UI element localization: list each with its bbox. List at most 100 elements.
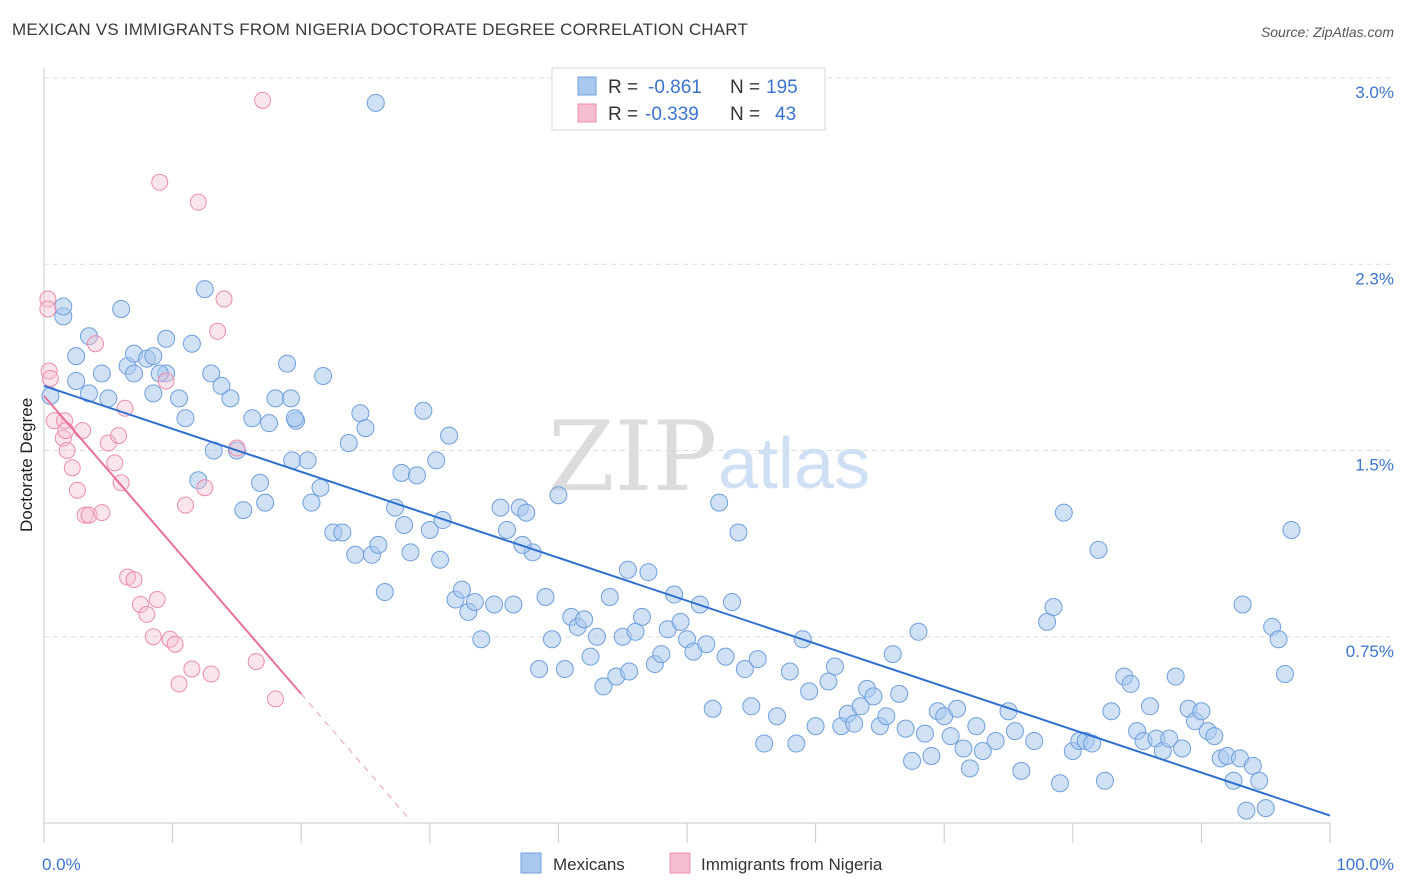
mexicans-point-75: [536, 588, 555, 607]
mexicans-point-16: [157, 329, 176, 348]
mexicans-point-88: [620, 662, 639, 681]
mexicans-point-58: [420, 520, 439, 539]
nigeria-point-18: [110, 427, 128, 445]
mexicans-point-138: [960, 759, 979, 778]
mexicans-point-116: [819, 672, 838, 691]
mexicans-point-131: [915, 724, 934, 743]
mexicans-point-176: [1233, 595, 1252, 614]
mexicans-point-184: [1282, 520, 1301, 539]
mexicans-point-154: [1089, 540, 1108, 559]
nigeria-point-38: [215, 290, 233, 308]
mexicans-point-182: [1269, 630, 1288, 649]
legend-n-value-2: 43: [775, 104, 796, 125]
mexicans-point-72: [517, 503, 536, 522]
nigeria-point-33: [183, 660, 201, 678]
nigeria-point-24: [138, 605, 156, 623]
mexicans-point-120: [845, 714, 864, 733]
mexicans-point-74: [530, 660, 549, 679]
mexicans-point-55: [401, 543, 420, 562]
legend-r-value-1: -0.861: [648, 77, 702, 98]
mexicans-point-106: [735, 660, 754, 679]
legend-swatch-nigeria: [577, 103, 597, 123]
mexicans-point-143: [1005, 722, 1024, 741]
mexicans-point-108: [748, 650, 767, 669]
mexicans-point-31: [256, 493, 275, 512]
mexicans-point-25: [212, 376, 231, 395]
mexicans-point-111: [780, 662, 799, 681]
mexicans-point-32: [260, 414, 279, 433]
mexicans-point-89: [626, 622, 645, 641]
mexicans-point-3: [67, 347, 86, 366]
mexicans-point-140: [973, 741, 992, 760]
mexicans-point-8: [99, 389, 118, 408]
nigeria-point-42: [266, 690, 284, 708]
watermark-zip: ZIP: [548, 401, 717, 513]
mexicans-point-78: [555, 660, 574, 679]
nigeria-point-27: [151, 173, 169, 191]
mexicans-point-123: [864, 687, 883, 706]
mexicans-point-26: [221, 389, 240, 408]
mexicans-point-187: [431, 550, 450, 569]
nigeria-point-12: [76, 506, 94, 524]
mexicans-point-107: [742, 697, 761, 716]
mexicans-point-61: [440, 426, 459, 445]
nigeria-point-26: [148, 591, 166, 608]
mexicans-point-85: [600, 588, 619, 607]
nigeria-point-30: [166, 635, 184, 653]
mexicans-point-171: [1205, 727, 1224, 746]
mexicans-point-165: [1166, 667, 1185, 686]
mexicans-point-76: [542, 630, 561, 649]
legend-box: [551, 67, 826, 131]
gridlines: [44, 77, 1394, 638]
mexicans-point-59: [427, 451, 446, 470]
mexicans-point-51: [375, 583, 394, 602]
mexicans-point-156: [1102, 702, 1121, 721]
axes: 0.75% 1.5% 2.3% 3.0%: [43, 68, 1394, 843]
nigeria-trend-line: [43, 395, 302, 695]
mexicans-point-132: [922, 746, 941, 765]
nigeria-point-37: [209, 322, 227, 340]
mexicans-point-30: [251, 473, 270, 492]
mexicans-point-135: [941, 727, 960, 746]
mexicans-point-188: [285, 409, 304, 428]
nigeria-point-22: [125, 571, 143, 589]
bottom-legend: Mexicans Immigrants from Nigeria: [520, 852, 883, 874]
mexicans-point-164: [1160, 729, 1179, 748]
mexicans-point-147: [1044, 597, 1063, 616]
mexicans-point-100: [697, 635, 716, 654]
mexicans-point-56: [407, 466, 426, 485]
nigeria-point-13: [80, 506, 98, 524]
nigeria-point-28: [157, 372, 175, 390]
mexicans-point-34: [278, 354, 297, 373]
mexicans-point-177: [1237, 801, 1256, 820]
nigeria-point-32: [176, 496, 194, 514]
mexicans-point-110: [768, 707, 787, 726]
mexicans-point-101: [703, 699, 722, 718]
mexicans-point-83: [587, 627, 606, 646]
mexicans-point-9: [112, 299, 131, 318]
mexicans-point-139: [967, 717, 986, 736]
nigeria-point-1: [39, 300, 57, 318]
bottom-legend-swatch-nigeria: [669, 852, 691, 874]
nigeria-point-19: [112, 474, 130, 492]
mexicans-point-93: [652, 645, 671, 664]
legend-n-value-1: 195: [766, 77, 798, 98]
nigeria-point-36: [202, 665, 220, 683]
mexicans-point-115: [806, 717, 825, 736]
mexicans-point-44: [339, 434, 358, 453]
mexicans-point-146: [1038, 612, 1057, 631]
mexicans-point-39: [302, 493, 321, 512]
mexicans-point-84: [594, 677, 613, 696]
mexicans-point-155: [1095, 771, 1114, 790]
mexicans-point-20: [182, 334, 201, 353]
x-tick-left: 0.0%: [42, 855, 81, 874]
mexicans-point-90: [632, 607, 651, 626]
mexicans-point-136: [948, 699, 967, 718]
mexicans-point-63: [452, 580, 471, 599]
mexicans-point-102: [710, 493, 729, 512]
mexicans-trend-line: [43, 384, 1331, 817]
nigeria-point-3: [41, 369, 59, 387]
bottom-legend-mexicans: Mexicans: [553, 855, 625, 874]
mexicans-point-23: [202, 364, 221, 383]
